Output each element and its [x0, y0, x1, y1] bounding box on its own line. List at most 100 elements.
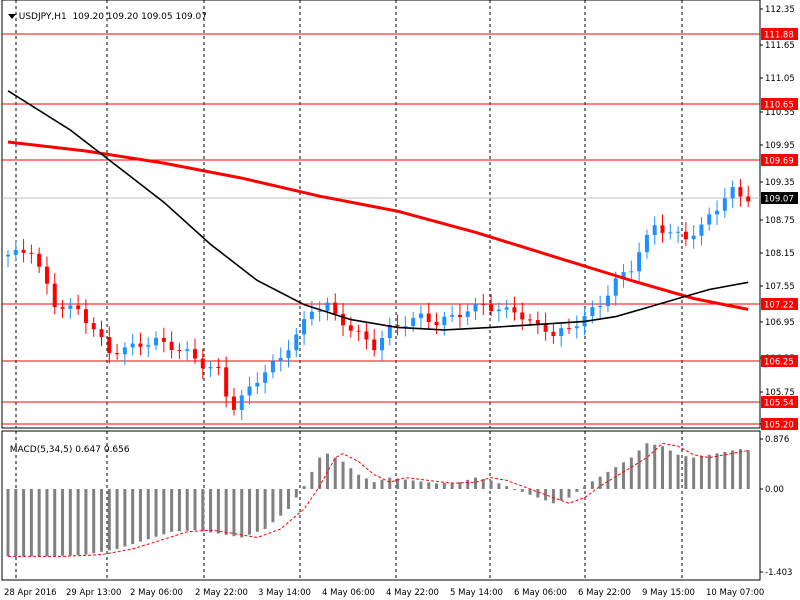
moving-average-fast [7, 90, 749, 331]
candle-body [418, 313, 423, 319]
price-level-label: 109.69 [764, 157, 794, 167]
candle-body [738, 187, 743, 197]
candle-body [348, 325, 353, 331]
macd-bar [84, 489, 88, 555]
macd-bar [248, 489, 252, 535]
candle-body [185, 349, 190, 351]
price-level-tag [761, 154, 798, 166]
candle-body [325, 302, 330, 311]
candle-body [442, 316, 447, 326]
macd-bar [699, 456, 703, 489]
candle-body [434, 321, 439, 326]
x-tick-label: 4 May 06:00 [322, 588, 375, 598]
candle-body [255, 382, 260, 387]
main-panel-frame [1, 0, 761, 429]
macd-label: MACD(5,34,5) 0.647 0.656 [9, 445, 130, 455]
macd-panel-frame [1, 430, 761, 581]
candle-body [380, 337, 384, 351]
candle-body [364, 331, 369, 340]
candle-body [489, 304, 494, 312]
candle-body [520, 312, 525, 320]
candle-body [668, 232, 673, 234]
y-tick-label: 109.35 [765, 178, 795, 188]
macd-bar [115, 489, 119, 549]
macd-bar [458, 482, 462, 489]
candle-body [660, 225, 665, 233]
candle-body [263, 372, 268, 383]
candle-body [216, 367, 221, 369]
candle-body [270, 361, 275, 373]
candle-body [68, 305, 73, 309]
y-tick-label: 107.55 [765, 282, 795, 292]
macd-bar [419, 481, 423, 489]
price-level-tag [761, 396, 798, 408]
y-tick-label: 106.95 [765, 318, 795, 328]
candle-body [691, 235, 696, 240]
x-tick-label: 2 May 22:00 [195, 588, 248, 598]
macd-bar [162, 489, 166, 535]
macd-bar [637, 450, 641, 489]
candle-body [341, 313, 346, 326]
macd-bar [45, 489, 49, 557]
candle-body [551, 331, 556, 337]
price-level-label: 107.22 [764, 301, 794, 311]
macd-bar [707, 454, 711, 489]
y-tick-label: 111.05 [765, 74, 795, 84]
candle-body [169, 341, 174, 350]
macd-bar [294, 489, 298, 498]
candle-body [208, 367, 213, 369]
candle-body [598, 305, 603, 308]
macd-bar [380, 479, 384, 489]
candle-body [231, 396, 236, 410]
price-level-label: 105.54 [764, 399, 794, 409]
candle-body [29, 252, 34, 254]
candle-body [528, 319, 533, 321]
candle-body [613, 278, 618, 296]
macd-bar [232, 489, 236, 537]
macd-bar [676, 454, 680, 489]
macd-bar [146, 489, 150, 540]
y-tick-label: 112.35 [765, 5, 795, 15]
candle-body [465, 311, 470, 317]
candle-body [130, 343, 135, 348]
macd-bar [279, 489, 283, 516]
macd-bar [209, 489, 213, 533]
macd-bar [497, 483, 501, 489]
macd-bar [427, 482, 431, 489]
price-level-label: 105.20 [764, 421, 794, 431]
x-tick-label: 6 May 22:00 [578, 588, 631, 598]
macd-bar [598, 476, 602, 489]
candle-body [76, 305, 81, 310]
candle-body [535, 320, 540, 324]
macd-bar [310, 471, 314, 489]
candle-body [309, 311, 314, 320]
macd-bar [333, 457, 337, 489]
macd-bar [551, 489, 555, 504]
macd-bar [668, 450, 672, 489]
macd-bar [92, 489, 96, 554]
macd-bar [403, 479, 407, 489]
macd-bar [590, 481, 594, 489]
macd-bar [6, 489, 10, 557]
candle-body [395, 325, 400, 327]
macd-bar [100, 489, 103, 552]
macd-bar [131, 489, 135, 545]
candle-body [605, 295, 610, 306]
candle-body [193, 349, 197, 359]
macd-bar [629, 457, 633, 489]
menu-icon[interactable] [7, 14, 16, 19]
macd-bar [318, 457, 322, 489]
candle-body [247, 386, 252, 396]
macd-bar [442, 482, 446, 489]
price-level-tag [761, 418, 798, 430]
macd-bar [622, 462, 626, 489]
candle-body [699, 224, 704, 236]
macd-bar [645, 443, 649, 489]
macd-bar [123, 489, 127, 547]
macd-bar [435, 483, 439, 489]
candle-body [621, 271, 626, 279]
x-tick-label: 2 May 06:00 [130, 588, 183, 598]
macd-bar [388, 477, 392, 489]
macd-bar [177, 489, 181, 532]
